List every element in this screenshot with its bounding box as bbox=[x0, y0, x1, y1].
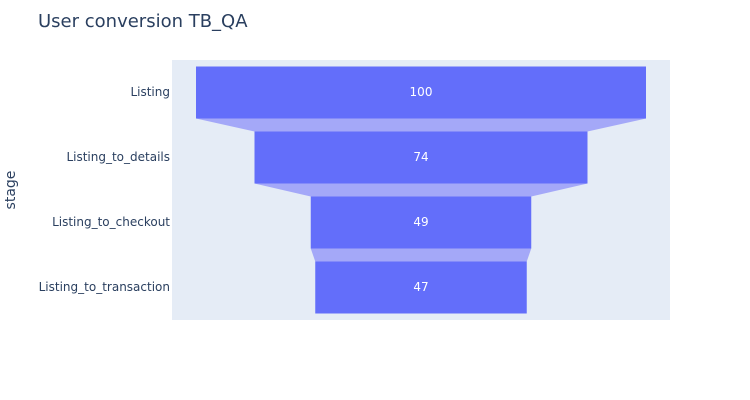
funnel-connector bbox=[196, 118, 646, 132]
value-label: 100 bbox=[410, 85, 433, 99]
value-labels: 100 74 49 47 bbox=[410, 85, 433, 294]
value-label: 74 bbox=[413, 150, 428, 164]
y-axis-title: stage bbox=[3, 171, 19, 210]
funnel-bars bbox=[196, 66, 646, 314]
stage-labels: Listing Listing_to_details Listing_to_chec… bbox=[39, 85, 171, 294]
funnel-bar bbox=[196, 66, 646, 119]
funnel-bar bbox=[310, 196, 532, 249]
funnel-bar bbox=[254, 131, 588, 184]
stage-label: Listing_to_checkout bbox=[52, 215, 170, 229]
value-label: 47 bbox=[413, 280, 428, 294]
chart-title: User conversion TB_QA bbox=[38, 11, 248, 32]
stage-label: Listing_to_transaction bbox=[39, 280, 170, 294]
funnel-connectors bbox=[196, 118, 646, 262]
stage-label: Listing bbox=[130, 85, 170, 99]
funnel-connector bbox=[254, 183, 588, 197]
value-label: 49 bbox=[413, 215, 428, 229]
funnel-connector bbox=[310, 248, 532, 262]
stage-label: Listing_to_details bbox=[66, 150, 170, 164]
funnel-bar bbox=[315, 261, 527, 314]
